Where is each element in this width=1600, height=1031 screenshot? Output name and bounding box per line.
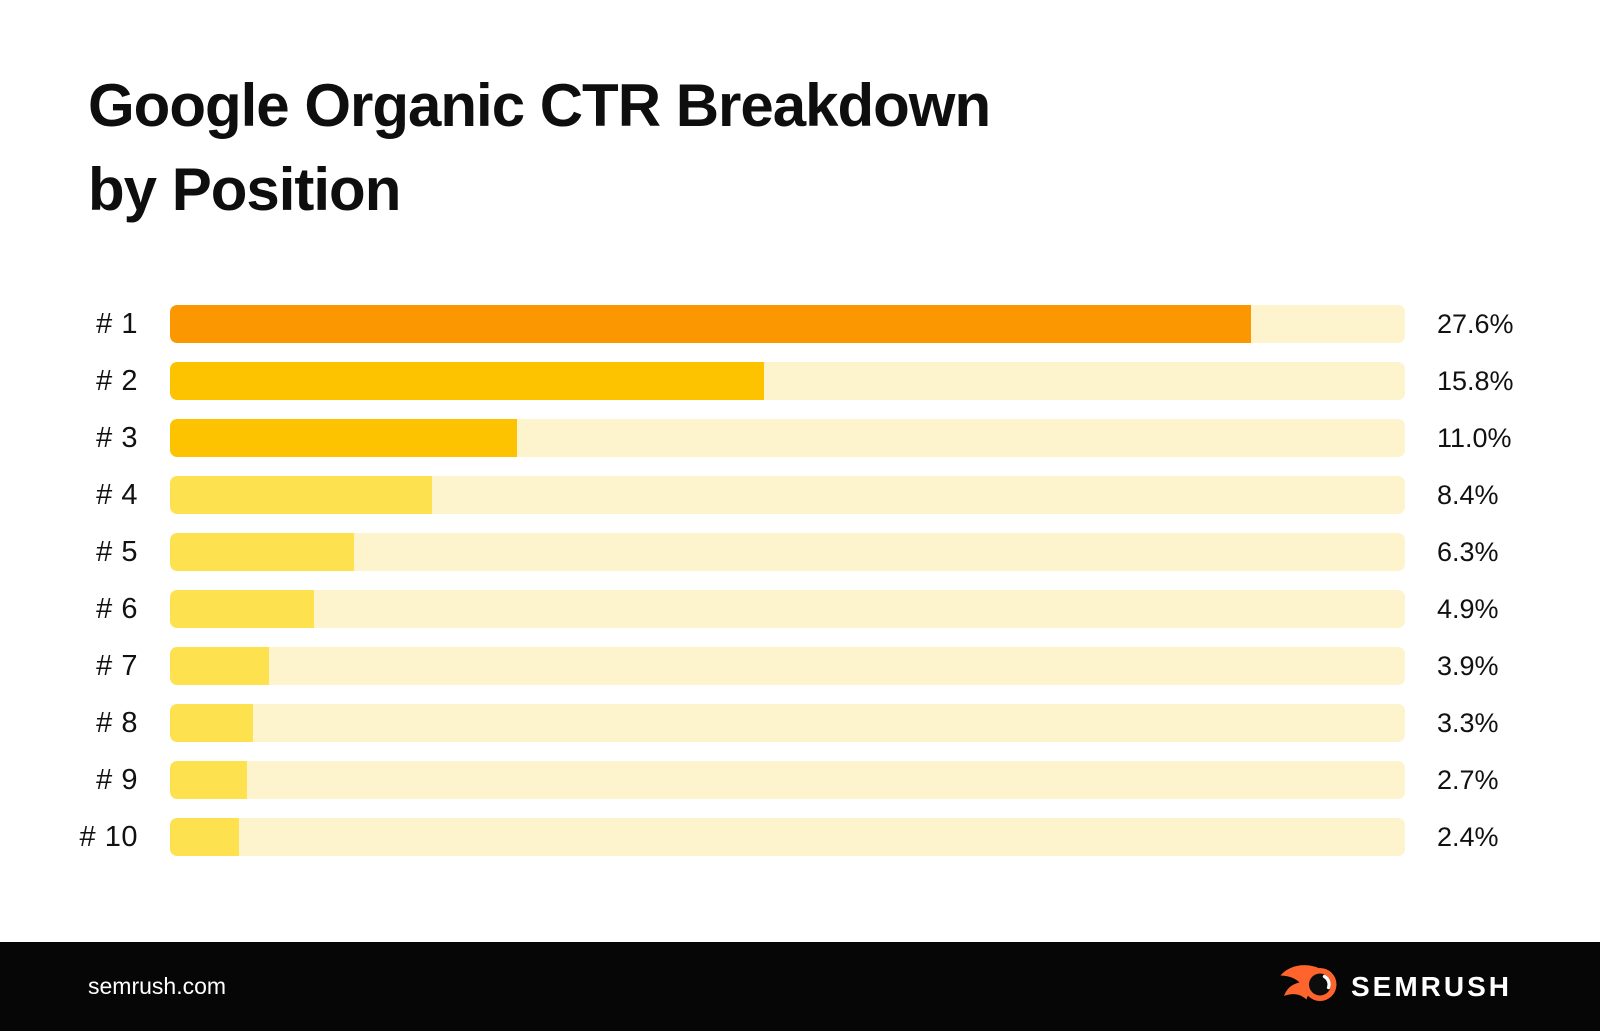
bar-track bbox=[170, 419, 1405, 457]
bar-track bbox=[170, 818, 1405, 856]
semrush-logo: SEMRUSH bbox=[1280, 963, 1512, 1010]
page-title-line2: by Position bbox=[88, 156, 401, 223]
value-label: 3.9% bbox=[1437, 650, 1499, 681]
bar-row: # 4 8.4% bbox=[0, 476, 1600, 514]
page-title: Google Organic CTR Breakdown by Position bbox=[88, 64, 991, 232]
position-label: # 9 bbox=[96, 763, 138, 796]
semrush-wordmark: SEMRUSH bbox=[1350, 970, 1512, 1002]
bar-fill bbox=[170, 761, 247, 799]
position-label: # 3 bbox=[96, 421, 138, 454]
position-label: # 8 bbox=[96, 706, 138, 739]
bar-fill bbox=[170, 419, 518, 457]
semrush-flame-icon bbox=[1280, 963, 1338, 1010]
value-label: 11.0% bbox=[1437, 422, 1512, 453]
position-label: # 6 bbox=[96, 592, 138, 625]
position-label: # 7 bbox=[96, 649, 138, 682]
bar-row: # 6 4.9% bbox=[0, 590, 1600, 628]
bar-row: # 3 11.0% bbox=[0, 419, 1600, 457]
position-label: # 4 bbox=[96, 478, 138, 511]
bar-fill bbox=[170, 704, 253, 742]
bar-track bbox=[170, 647, 1405, 685]
bar-track bbox=[170, 761, 1405, 799]
bar-track bbox=[170, 362, 1405, 400]
page-title-line1: Google Organic CTR Breakdown bbox=[88, 72, 991, 139]
bar-row: # 1 27.6% bbox=[0, 305, 1600, 343]
bar-fill bbox=[170, 590, 315, 628]
bar-track bbox=[170, 590, 1405, 628]
bar-fill bbox=[170, 362, 765, 400]
position-label: # 5 bbox=[96, 535, 138, 568]
bar-row: # 9 2.7% bbox=[0, 761, 1600, 799]
value-label: 6.3% bbox=[1437, 536, 1499, 567]
bar-track bbox=[170, 533, 1405, 571]
position-label: # 1 bbox=[96, 307, 138, 340]
value-label: 27.6% bbox=[1437, 308, 1514, 339]
bar-row: # 10 2.4% bbox=[0, 818, 1600, 856]
bar-track bbox=[170, 305, 1405, 343]
bar-row: # 2 15.8% bbox=[0, 362, 1600, 400]
bar-track bbox=[170, 476, 1405, 514]
position-label: # 2 bbox=[96, 364, 138, 397]
bar-row: # 7 3.9% bbox=[0, 647, 1600, 685]
bar-fill bbox=[170, 533, 354, 571]
value-label: 4.9% bbox=[1437, 593, 1499, 624]
footer-site-url: semrush.com bbox=[88, 973, 227, 999]
bar-fill bbox=[170, 305, 1251, 343]
value-label: 2.4% bbox=[1437, 821, 1499, 852]
bar-row: # 5 6.3% bbox=[0, 533, 1600, 571]
value-label: 15.8% bbox=[1437, 365, 1514, 396]
footer-bar: semrush.com SEMRUSH bbox=[0, 942, 1600, 1031]
value-label: 3.3% bbox=[1437, 707, 1499, 738]
bar-row: # 8 3.3% bbox=[0, 704, 1600, 742]
value-label: 2.7% bbox=[1437, 764, 1499, 795]
bar-fill bbox=[170, 476, 432, 514]
bar-chart: # 1 27.6% # 2 15.8% # 3 11.0% # 4 bbox=[0, 305, 1600, 875]
bar-fill bbox=[170, 647, 269, 685]
value-label: 8.4% bbox=[1437, 479, 1499, 510]
position-label: # 10 bbox=[79, 820, 138, 853]
bar-fill bbox=[170, 818, 240, 856]
bar-track bbox=[170, 704, 1405, 742]
